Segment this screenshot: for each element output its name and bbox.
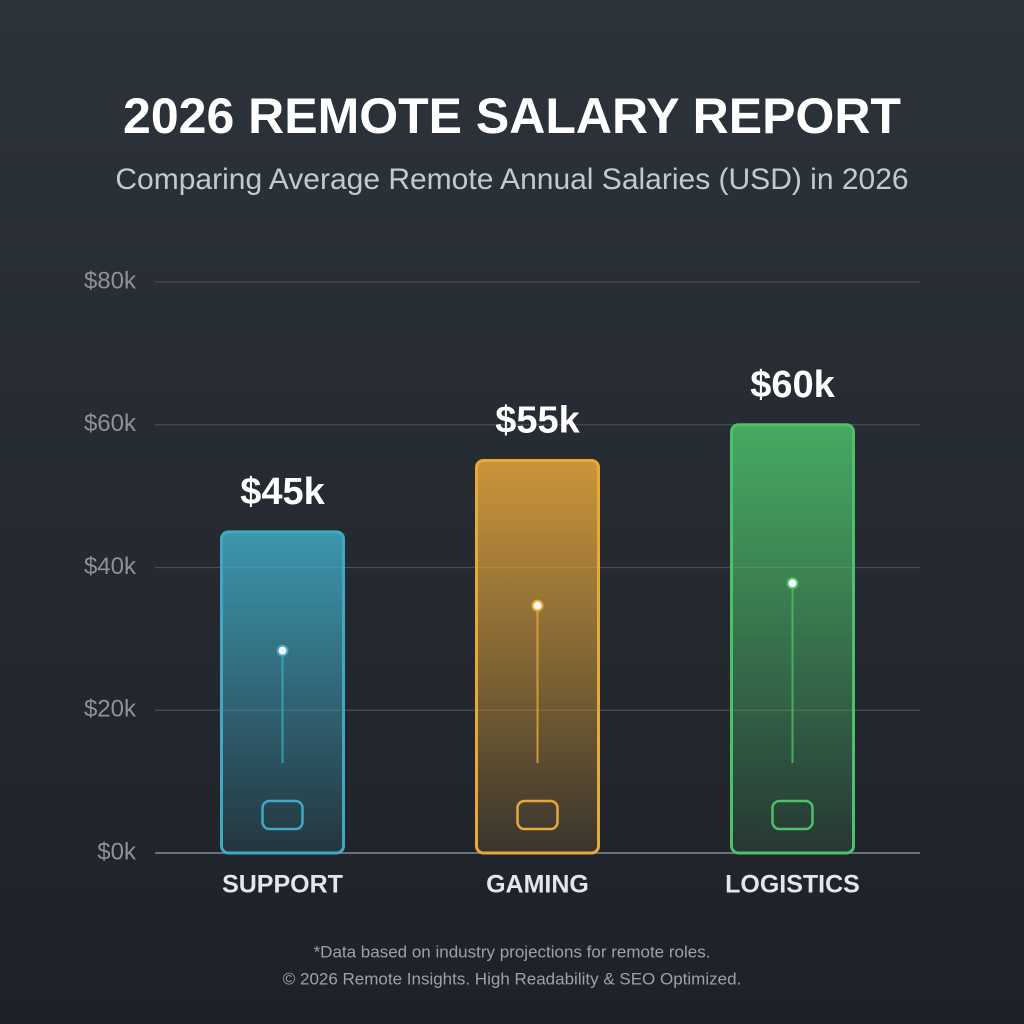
x-tick-label: SUPPORT	[222, 871, 343, 899]
bar-icon	[261, 799, 304, 831]
footnote: *Data based on industry projections for …	[314, 942, 711, 961]
bar-glow-dot	[786, 577, 799, 590]
chart-subtitle: Comparing Average Remote Annual Salaries…	[115, 163, 908, 196]
x-tick-label: GAMING	[486, 871, 589, 899]
bar-icon	[516, 799, 559, 831]
x-tick-label: LOGISTICS	[725, 871, 860, 899]
value-label: $60k	[750, 364, 835, 406]
y-tick-label: $60k	[84, 410, 137, 437]
y-tick-label: $80k	[84, 267, 137, 294]
bar-icon	[771, 799, 814, 831]
y-tick-label: $20k	[84, 696, 137, 723]
bar-glow-dot	[276, 644, 289, 657]
value-label: $45k	[240, 471, 325, 513]
y-tick-label: $0k	[97, 838, 137, 865]
chart-title: 2026 REMOTE SALARY REPORT	[123, 88, 901, 144]
value-label: $55k	[495, 399, 580, 441]
bar-glow-dot	[531, 599, 544, 612]
y-tick-label: $40k	[84, 553, 137, 580]
footnote: © 2026 Remote Insights. High Readability…	[283, 969, 742, 988]
